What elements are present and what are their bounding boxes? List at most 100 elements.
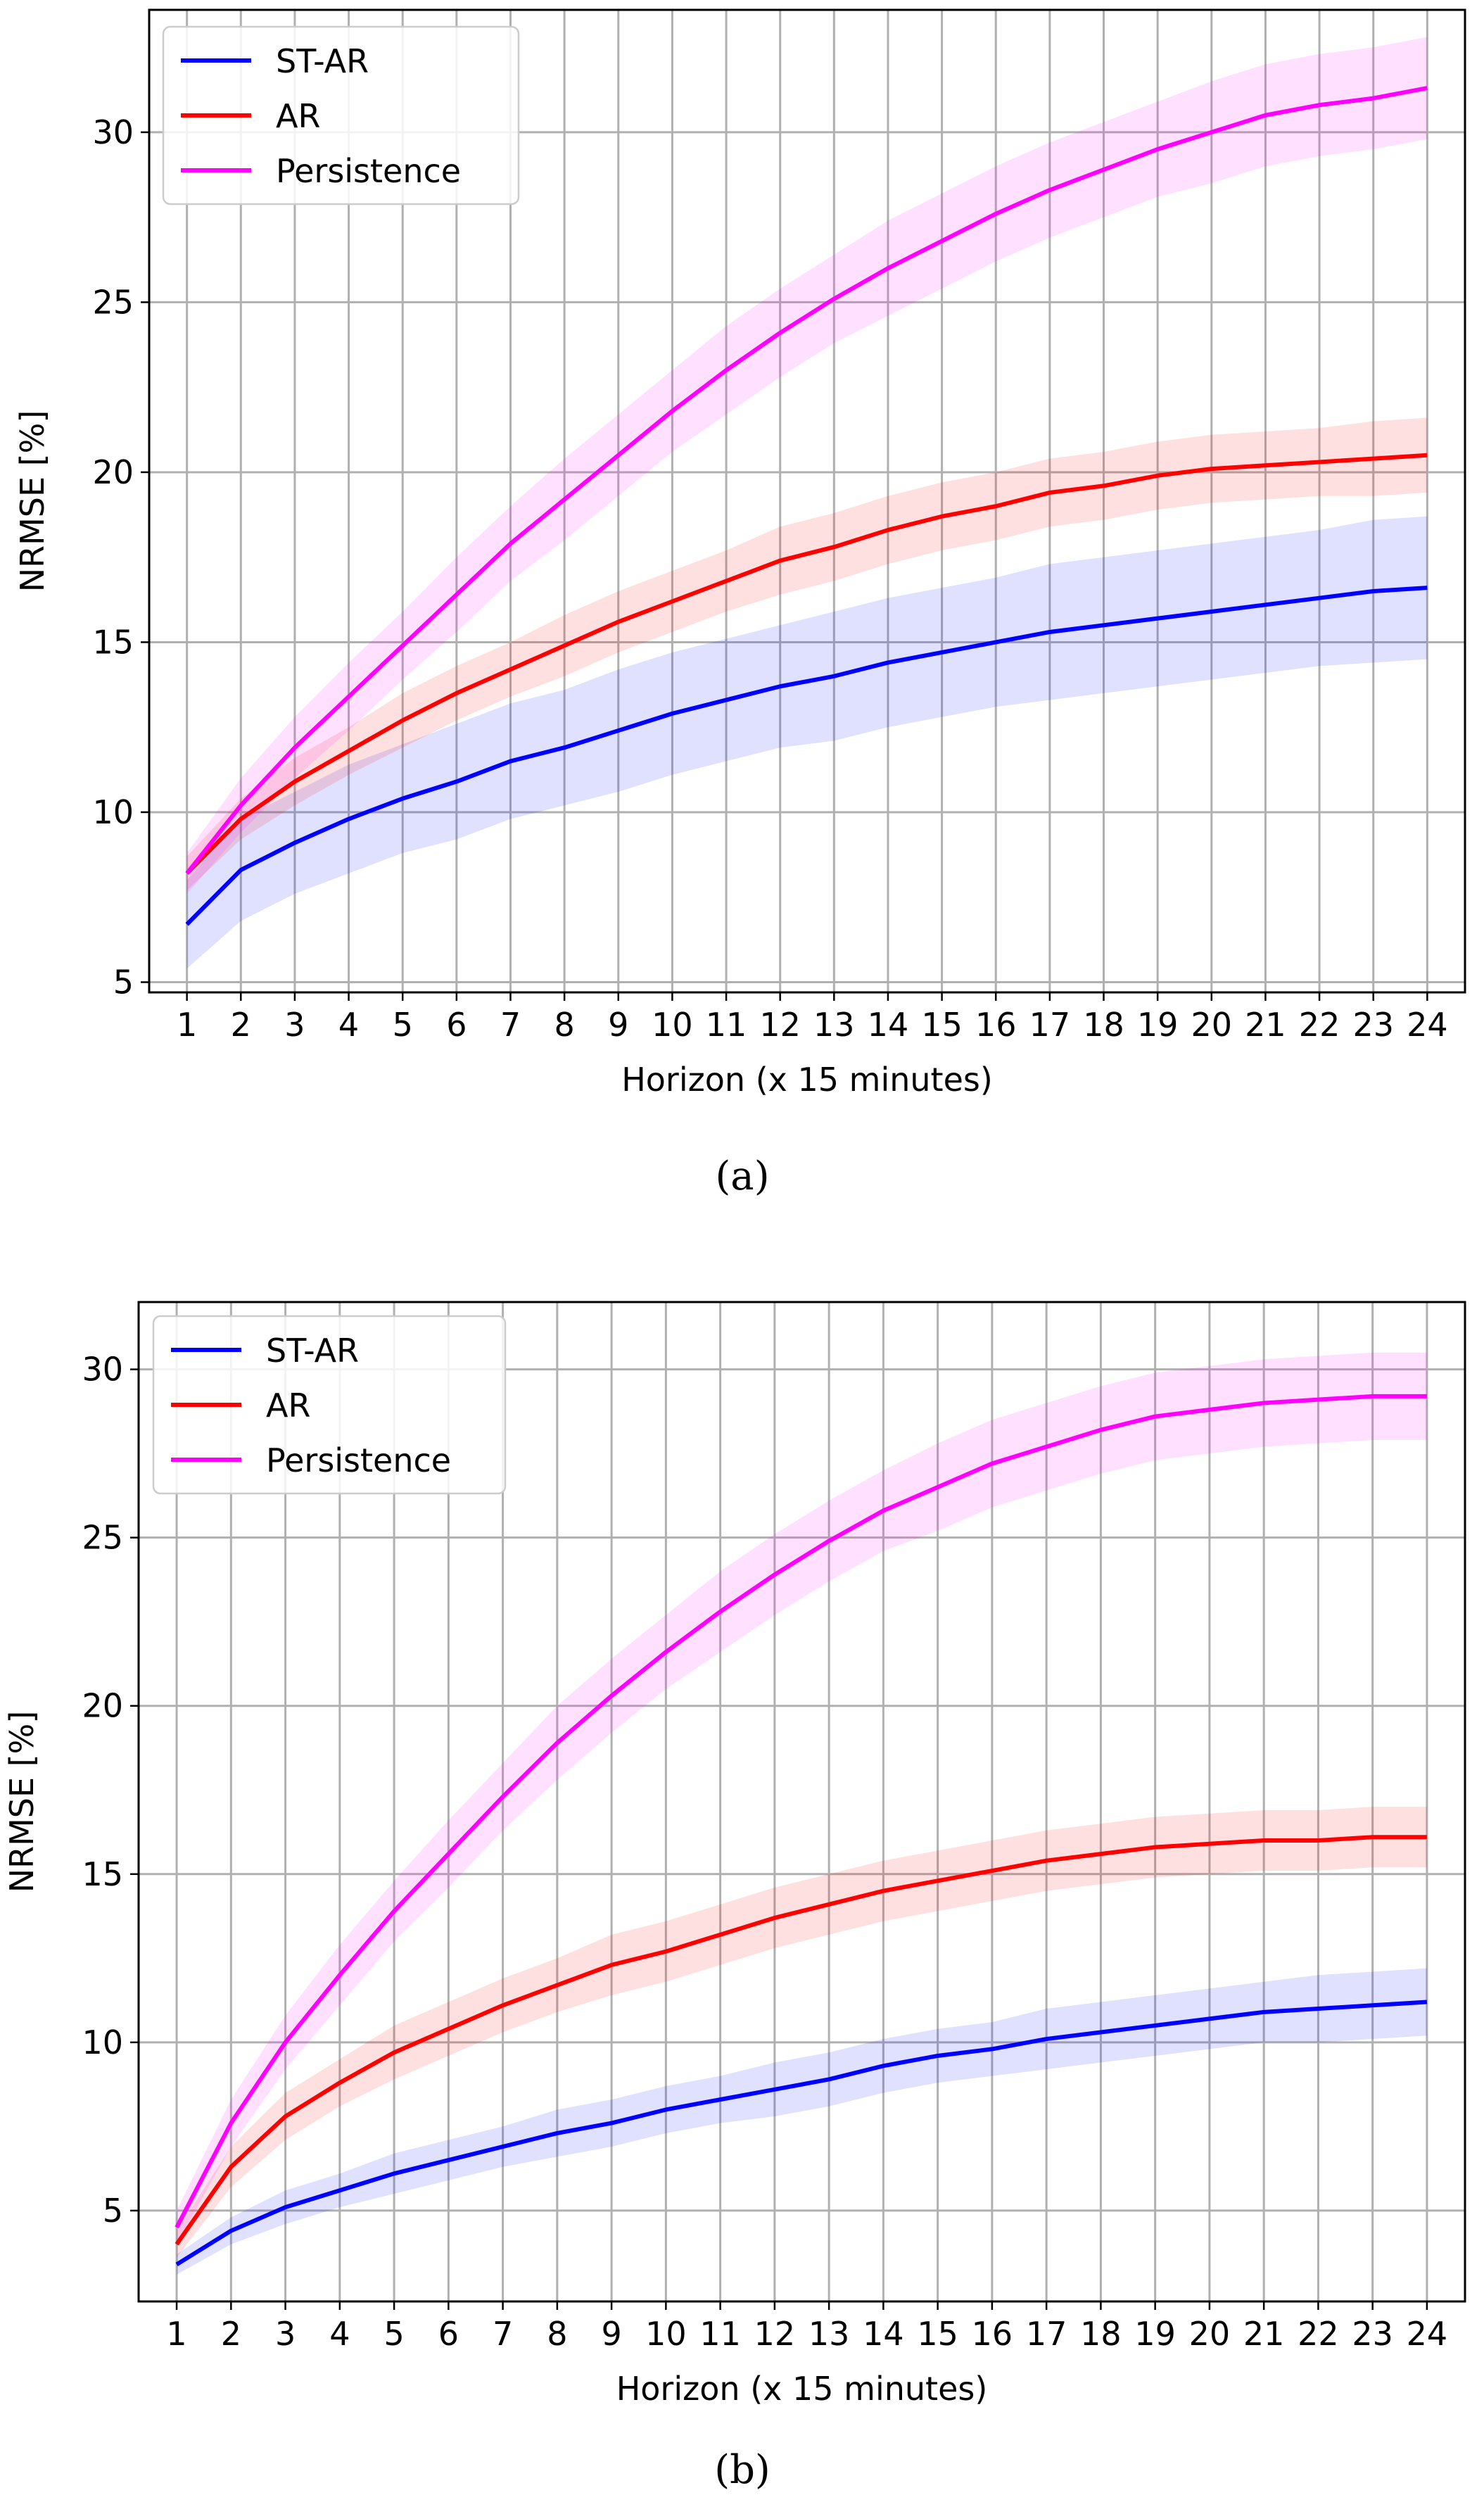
x-tick-label: 12 (754, 2315, 796, 2353)
x-tick-label: 3 (284, 1006, 305, 1044)
x-tick-label: 18 (1083, 1006, 1124, 1044)
y-tick-label: 20 (92, 453, 134, 491)
x-tick-label: 16 (972, 2315, 1013, 2353)
chart-panel-b: 1 2 3 4 5 6 7 8 9 10 11 12 13 14 15 16 17 18 19 20 21 22 23 24 … (3, 1301, 1466, 2493)
legend-box (162, 25, 520, 206)
x-tick-label: 2 (221, 2315, 241, 2353)
y-tick-label: 5 (113, 964, 134, 1002)
y-axis-label: NRMSE [%] (3, 1711, 41, 1893)
legend-label: ST-AR (276, 42, 369, 80)
legend-label: AR (266, 1387, 310, 1425)
x-tick-label: 21 (1245, 1006, 1286, 1044)
y-tick-label: 10 (92, 793, 134, 831)
y-tick-label: 15 (92, 623, 134, 661)
series-line-st-ar (175, 2000, 1428, 2266)
legend-label: ST-AR (266, 1332, 359, 1370)
x-tick-label: 16 (975, 1006, 1017, 1044)
x-tick-label: 18 (1080, 2315, 1122, 2353)
panel-caption: (a) (715, 1154, 769, 1199)
x-tick-label: 14 (863, 2315, 904, 2353)
x-tick-label: 3 (275, 2315, 296, 2353)
y-tick-label: 20 (82, 1687, 123, 1725)
x-tick-label: 7 (493, 2315, 513, 2353)
x-tick-label: 1 (177, 1006, 197, 1044)
chart-panel-a: 1 2 3 4 5 6 7 8 9 10 11 12 13 14 15 16 17 18 19 20 21 22 23 24 … (13, 8, 1466, 1199)
x-tick-label: 19 (1137, 1006, 1179, 1044)
x-tick-labels: 1 2 3 4 5 6 7 8 9 10 11 12 13 14 15 16 17 18 19 20 21 22 23 24 (177, 992, 1448, 1044)
legend-box (152, 1315, 507, 1495)
x-tick-label: 2 (231, 1006, 251, 1044)
series-lines (175, 1394, 1428, 2266)
x-tick-label: 8 (547, 2315, 567, 2353)
x-tick-label: 15 (917, 2315, 958, 2353)
y-tick-label: 25 (82, 1519, 123, 1557)
series-lines (185, 86, 1428, 926)
y-tick-label: 30 (82, 1351, 123, 1389)
y-tick-labels: 5 10 15 20 25 30 (82, 1351, 139, 2230)
x-tick-label: 4 (338, 1006, 359, 1044)
x-tick-label: 20 (1189, 2315, 1231, 2353)
series-band-st-ar (186, 516, 1428, 969)
x-tick-label: 20 (1191, 1006, 1233, 1044)
x-tick-label: 22 (1298, 2315, 1339, 2353)
legend-label: Persistence (266, 1441, 451, 1479)
x-tick-label: 23 (1352, 2315, 1393, 2353)
x-tick-label: 10 (645, 2315, 687, 2353)
x-tick-label: 8 (554, 1006, 574, 1044)
y-tick-label: 10 (82, 2023, 123, 2061)
x-tick-label: 6 (438, 2315, 459, 2353)
y-tick-label: 5 (103, 2192, 123, 2230)
panel-caption: (b) (714, 2447, 770, 2493)
x-tick-label: 12 (759, 1006, 801, 1044)
x-tick-label: 10 (652, 1006, 693, 1044)
series-band-ar (177, 1807, 1427, 2258)
x-tick-label: 19 (1134, 2315, 1176, 2353)
plot-frame (137, 1301, 1466, 2303)
x-tick-label: 1 (166, 2315, 186, 2353)
series-line-ar (185, 453, 1428, 876)
x-tick-label: 17 (1029, 1006, 1071, 1044)
x-tick-label: 11 (699, 2315, 741, 2353)
series-line-st-ar (185, 586, 1428, 926)
x-tick-label: 14 (868, 1006, 909, 1044)
series-line-ar (175, 1835, 1427, 2246)
x-tick-label: 13 (808, 2315, 850, 2353)
x-tick-label: 9 (601, 2315, 621, 2353)
x-tick-label: 13 (813, 1006, 855, 1044)
x-tick-label: 11 (706, 1006, 747, 1044)
x-tick-label: 21 (1243, 2315, 1285, 2353)
x-tick-label: 9 (608, 1006, 628, 1044)
x-tick-label: 4 (329, 2315, 350, 2353)
x-tick-label: 22 (1299, 1006, 1340, 1044)
y-axis-label: NRMSE [%] (13, 410, 51, 593)
x-tick-label: 5 (393, 1006, 413, 1044)
y-tick-label: 15 (82, 1855, 123, 1893)
legend: ST-AR AR Persistence (152, 1315, 507, 1495)
y-tick-label: 25 (92, 283, 134, 321)
x-tick-label: 17 (1026, 2315, 1067, 2353)
series-line-persistence (175, 1394, 1427, 2229)
x-tick-label: 23 (1352, 1006, 1394, 1044)
y-tick-label: 30 (92, 113, 134, 151)
x-tick-label: 6 (446, 1006, 467, 1044)
x-tick-label: 7 (500, 1006, 521, 1044)
confidence-bands (177, 1352, 1427, 2275)
x-axis-label: Horizon (x 15 minutes) (621, 1061, 993, 1099)
x-tick-labels: 1 2 3 4 5 6 7 8 9 10 11 12 13 14 15 16 17 18 19 20 21 22 23 24 (166, 2301, 1447, 2353)
legend: ST-AR AR Persistence (162, 25, 520, 206)
legend-label: Persistence (276, 152, 461, 190)
series-line-persistence (185, 86, 1428, 875)
x-tick-label: 5 (383, 2315, 404, 2353)
legend-label: AR (276, 97, 320, 135)
x-axis-label: Horizon (x 15 minutes) (616, 2370, 988, 2408)
x-tick-label: 24 (1407, 2315, 1448, 2353)
series-band-persistence (186, 37, 1428, 894)
y-tick-labels: 5 10 15 20 25 30 (92, 113, 149, 1002)
x-tick-label: 15 (921, 1006, 963, 1044)
series-band-st-ar (177, 1968, 1427, 2275)
x-tick-label: 24 (1407, 1006, 1448, 1044)
plot-frame (148, 8, 1466, 994)
series-band-persistence (177, 1352, 1427, 2244)
